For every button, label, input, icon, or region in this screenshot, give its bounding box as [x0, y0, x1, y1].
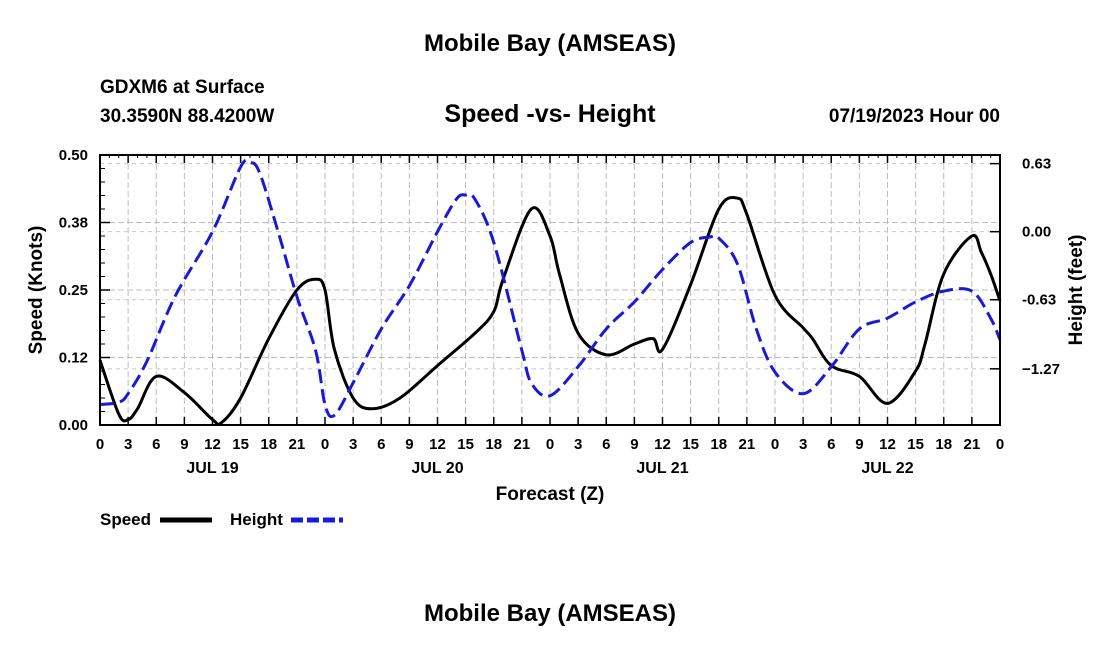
x-tick-label: 0 — [546, 436, 554, 453]
y-tick-label: 0.00 — [59, 417, 88, 434]
x-tick-label: 6 — [377, 436, 385, 453]
chart-subtitle: Speed -vs- Height — [444, 100, 656, 128]
x-tick-label: 15 — [457, 436, 474, 453]
y-axis-label: Speed (Knots) — [26, 226, 47, 355]
y2-tick-label: 0.63 — [1022, 156, 1051, 173]
x-tick-label: 0 — [996, 436, 1004, 453]
footer-title: Mobile Bay (AMSEAS) — [423, 600, 677, 627]
x-tick-label: 21 — [964, 436, 981, 453]
legend-speed-label: Speed — [100, 510, 151, 529]
x-tick-label: 0 — [96, 436, 104, 453]
x-tick-label: 0 — [771, 436, 779, 453]
x-tick-label: 6 — [152, 436, 160, 453]
day-label: JUL 19 — [186, 460, 238, 477]
x-tick-label: 18 — [935, 436, 952, 453]
y2-tick-label: -0.63 — [1022, 292, 1056, 309]
x-tick-label: 12 — [654, 436, 671, 453]
chart-main-title: Mobile Bay (AMSEAS) — [423, 30, 677, 57]
x-tick-label: 9 — [630, 436, 638, 453]
x-tick-label: 21 — [514, 436, 531, 453]
y-tick-label: 0.50 — [59, 147, 88, 164]
x-tick-label: 3 — [799, 436, 807, 453]
x-tick-label: 12 — [204, 436, 221, 453]
x-tick-label: 15 — [682, 436, 699, 453]
chart-legend: Speed Height — [100, 510, 343, 529]
x-tick-label: 18 — [485, 436, 502, 453]
y-tick-label: 0.38 — [59, 215, 88, 232]
x-tick-label: 21 — [289, 436, 306, 453]
chart-ticks: 0 3 6 9 12 15 18 21 0 3 6 9 12 15 18 21 0 3 6 9 12 15 18 21 0 3 6 9… — [59, 147, 1060, 477]
x-tick-label: 3 — [349, 436, 357, 453]
x-tick-label: 12 — [429, 436, 446, 453]
x-tick-label: 6 — [602, 436, 610, 453]
x-tick-label: 3 — [574, 436, 582, 453]
x-tick-label: 12 — [879, 436, 896, 453]
x-tick-label: 21 — [739, 436, 756, 453]
x-tick-label: 18 — [710, 436, 727, 453]
day-label: JUL 21 — [636, 460, 688, 477]
y2-axis-label: Height (feet) — [1066, 235, 1087, 346]
x-tick-label: 9 — [855, 436, 863, 453]
chart-series-layer — [98, 158, 1002, 426]
y2-tick-label: −1.27 — [1022, 361, 1060, 378]
x-axis-label: Forecast (Z) — [496, 484, 605, 505]
legend-height-label: Height — [230, 510, 283, 529]
x-tick-label: 6 — [827, 436, 835, 453]
series-line-speed — [98, 195, 1002, 426]
day-label: JUL 20 — [411, 460, 463, 477]
x-tick-label: 3 — [124, 436, 132, 453]
x-tick-label: 9 — [180, 436, 188, 453]
series-line-height — [99, 158, 1002, 419]
x-tick-label: 0 — [321, 436, 329, 453]
x-tick-label: 15 — [232, 436, 249, 453]
y-tick-label: 0.12 — [59, 350, 88, 367]
station-label: GDXM6 at Surface — [100, 77, 265, 98]
coordinates-label: 30.3590N 88.4200W — [100, 106, 275, 127]
y-tick-label: 0.25 — [59, 282, 88, 299]
x-tick-label: 18 — [260, 436, 277, 453]
x-tick-label: 15 — [907, 436, 924, 453]
y2-tick-label: 0.00 — [1022, 224, 1051, 241]
forecast-datetime: 07/19/2023 Hour 00 — [828, 106, 1000, 127]
day-label: JUL 22 — [861, 460, 913, 477]
x-tick-label: 9 — [405, 436, 413, 453]
chart-gridlines — [100, 155, 1000, 425]
